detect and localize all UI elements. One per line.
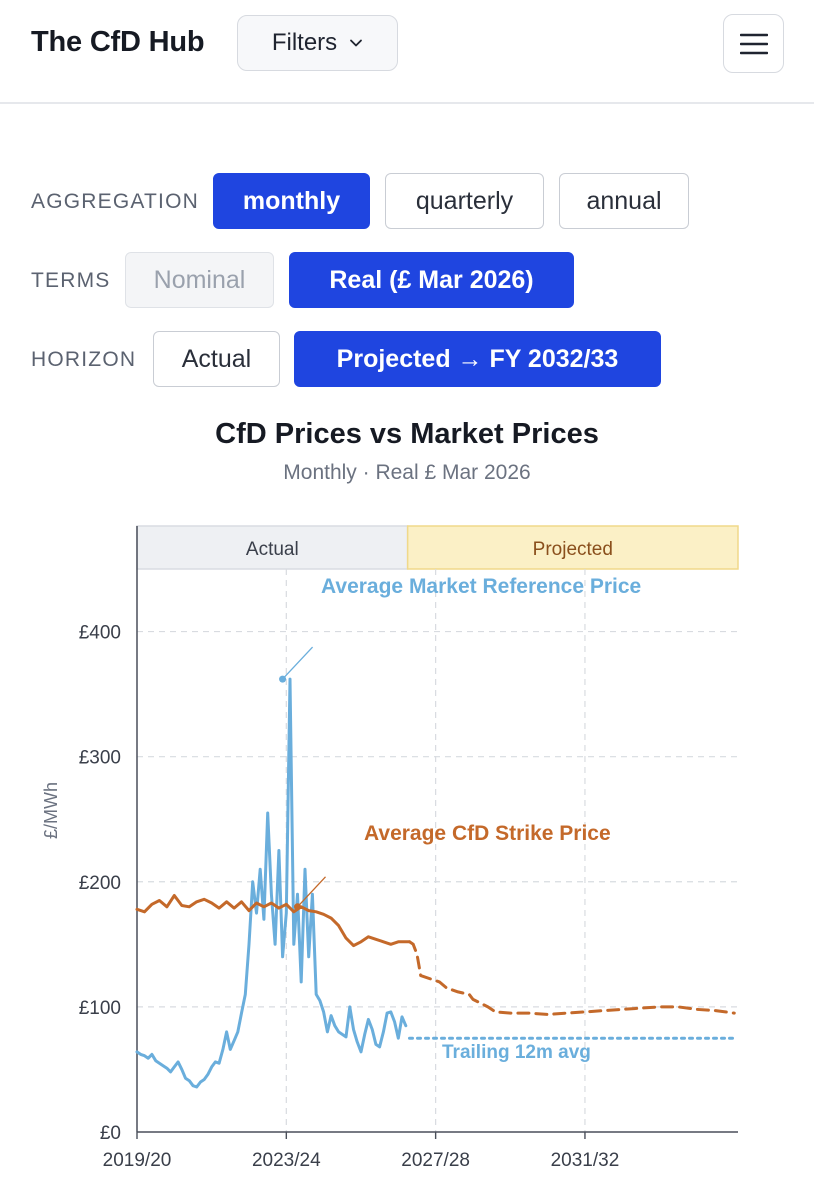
brand-title[interactable]: The CfD Hub [31, 26, 205, 58]
x-tick-label: 2031/32 [551, 1150, 620, 1171]
horizon-label: HORIZON [31, 348, 137, 371]
x-tick-label: 2027/28 [401, 1150, 470, 1171]
annotation-label-strike: Average CfD Strike Price [364, 822, 611, 845]
annotation-label-market: Average Market Reference Price [321, 575, 641, 598]
horizon-option-projected[interactable]: Projected → FY 2032/33 [294, 331, 661, 387]
filters-button[interactable]: Filters [237, 15, 398, 71]
x-tick-label: 2023/24 [252, 1150, 321, 1171]
series-line-average-cfd-strike-price-projected [408, 940, 736, 1016]
menu-button[interactable] [723, 14, 784, 73]
band-projected [406, 525, 739, 570]
series-line-average-market-reference-price [135, 677, 408, 1089]
hamburger-menu-icon [739, 33, 768, 54]
chevron-down-icon [350, 39, 363, 47]
y-tick-label: £0 [100, 1123, 121, 1144]
horizon-option-actual[interactable]: Actual [153, 331, 280, 387]
annotation-label-trailing-avg: Trailing 12m avg [442, 1042, 591, 1063]
band-label-projected: Projected [533, 539, 613, 560]
y-tick-label: £400 [79, 623, 121, 644]
terms-option-real[interactable]: Real (£ Mar 2026) [289, 252, 574, 308]
chart-subtitle: Monthly · Real £ Mar 2026 [283, 461, 531, 484]
series-line-average-cfd-strike-price [135, 894, 411, 948]
annotation-leader-market [282, 646, 314, 680]
top-header: The CfD Hub Filters [0, 0, 814, 104]
chart-title: CfD Prices vs Market Prices [215, 418, 599, 450]
y-tick-label: £100 [79, 998, 121, 1019]
annotation-leader-strike [297, 876, 326, 908]
terms-label: TERMS [31, 269, 111, 292]
y-axis-label: £/MWh [41, 782, 61, 839]
y-tick-label: £300 [79, 748, 121, 769]
aggregation-option-annual[interactable]: annual [559, 173, 689, 229]
filters-button-label: Filters [271, 29, 338, 56]
y-tick-label: £200 [79, 873, 121, 894]
aggregation-option-monthly[interactable]: monthly [213, 173, 370, 229]
band-label-actual: Actual [246, 539, 299, 560]
aggregation-option-quarterly[interactable]: quarterly [385, 173, 544, 229]
price-chart: Actual Projected £0 £100 £200 £300 £400 2019/20… [41, 525, 739, 1171]
aggregation-label: AGGREGATION [31, 190, 199, 213]
band-actual [136, 525, 409, 570]
terms-option-nominal[interactable]: Nominal [125, 252, 274, 308]
x-tick-label: 2019/20 [103, 1150, 172, 1171]
